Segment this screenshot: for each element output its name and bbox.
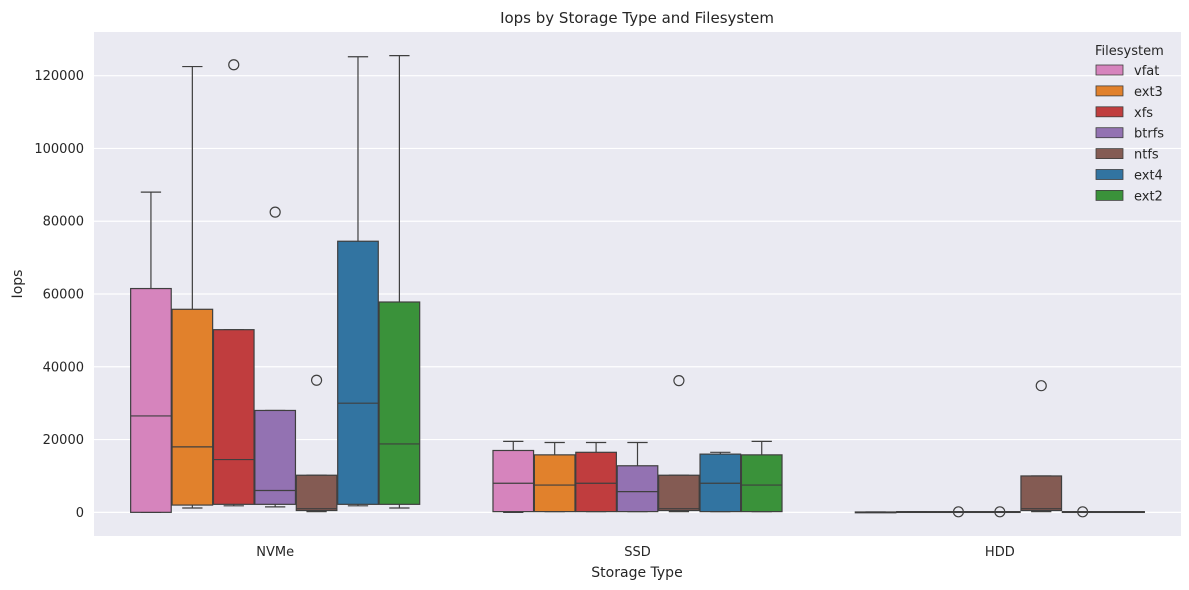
box-btrfs-HDD	[978, 506, 1021, 518]
legend-label-ext4: ext4	[1134, 169, 1163, 184]
y-tick-label: 20000	[43, 433, 84, 448]
legend-swatch-ext3	[1095, 85, 1124, 97]
legend-swatch-ext2	[1095, 189, 1124, 201]
outlier-point	[673, 375, 685, 387]
outlier-point	[952, 506, 965, 518]
box-ntfs-SSD	[658, 375, 700, 513]
chart-title: Iops by Storage Type and Filesystem	[500, 9, 774, 27]
box-body	[254, 409, 297, 505]
y-tick-label: 0	[76, 506, 84, 521]
box-body	[1020, 475, 1063, 512]
box-body	[337, 240, 379, 505]
x-axis-label: Storage Type	[591, 565, 682, 581]
box-ext3-NVMe	[171, 65, 214, 509]
outlier-point	[228, 59, 240, 71]
x-axis-ticks: NVMe SSD HDD	[256, 545, 1014, 560]
y-tick-label: 100000	[34, 142, 84, 157]
box-ntfs-HDD	[1020, 380, 1063, 513]
box-ext3-HDD	[896, 511, 938, 514]
legend-swatch-xfs	[1095, 106, 1124, 118]
y-tick-label: 120000	[34, 69, 84, 84]
box-ntfs-NVMe	[295, 374, 338, 513]
legend-label-ext3: ext3	[1134, 85, 1163, 100]
outlier-point	[310, 374, 323, 386]
box-body	[212, 329, 255, 505]
box-ext3-SSD	[533, 441, 576, 513]
box-body	[171, 308, 214, 506]
box-body	[295, 474, 338, 512]
legend-label-xfs: xfs	[1134, 106, 1153, 121]
outlier-point	[1077, 506, 1089, 518]
box-ext4-HDD	[1061, 506, 1104, 518]
boxes	[130, 55, 1145, 518]
box-body	[658, 474, 700, 512]
y-tick-label: 80000	[43, 215, 84, 230]
box-body	[533, 454, 576, 513]
box-ext2-NVMe	[378, 55, 421, 509]
legend: Filesystem vfat ext3 xfs btrfs ntfs ext4 ext2	[1095, 44, 1164, 204]
box-body	[740, 454, 783, 513]
legend-label-vfat: vfat	[1134, 64, 1159, 79]
box-vfat-SSD	[492, 440, 535, 513]
box-ext2-SSD	[740, 440, 783, 513]
legend-label-ntfs: ntfs	[1134, 148, 1159, 163]
box-vfat-HDD	[854, 511, 897, 514]
y-axis-label: Iops	[10, 270, 26, 299]
legend-title: Filesystem	[1095, 44, 1164, 59]
legend-swatch-btrfs	[1095, 127, 1124, 139]
x-tick-label: NVMe	[256, 545, 294, 560]
box-btrfs-SSD	[616, 441, 659, 513]
box-body	[130, 287, 172, 513]
legend-swatch-ext4	[1095, 169, 1124, 180]
legend-swatch-vfat	[1095, 64, 1124, 76]
y-tick-label: 40000	[43, 360, 84, 375]
box-body	[616, 465, 659, 513]
box-body	[492, 449, 535, 513]
box-btrfs-NVMe	[254, 206, 297, 508]
box-xfs-NVMe	[212, 59, 255, 507]
outlier-point	[1035, 380, 1047, 392]
box-ext4-NVMe	[337, 56, 379, 507]
y-axis-ticks: 0 20000 40000 60000 80000 100000 120000	[34, 69, 84, 521]
legend-label-ext2: ext2	[1134, 189, 1163, 204]
box-ext2-HDD	[1103, 511, 1145, 514]
legend-swatch-ntfs	[1095, 148, 1124, 160]
outlier-point	[269, 206, 281, 218]
outlier-point	[994, 506, 1006, 518]
legend-label-btrfs: btrfs	[1134, 127, 1164, 142]
x-tick-label: SSD	[624, 545, 651, 560]
y-tick-label: 60000	[43, 288, 84, 303]
box-body	[378, 301, 421, 505]
x-tick-label: HDD	[985, 545, 1015, 560]
box-xfs-HDD	[937, 506, 980, 518]
box-body	[575, 451, 617, 513]
box-xfs-SSD	[575, 441, 617, 513]
box-ext4-SSD	[699, 451, 742, 513]
box-vfat-NVMe	[130, 191, 172, 513]
